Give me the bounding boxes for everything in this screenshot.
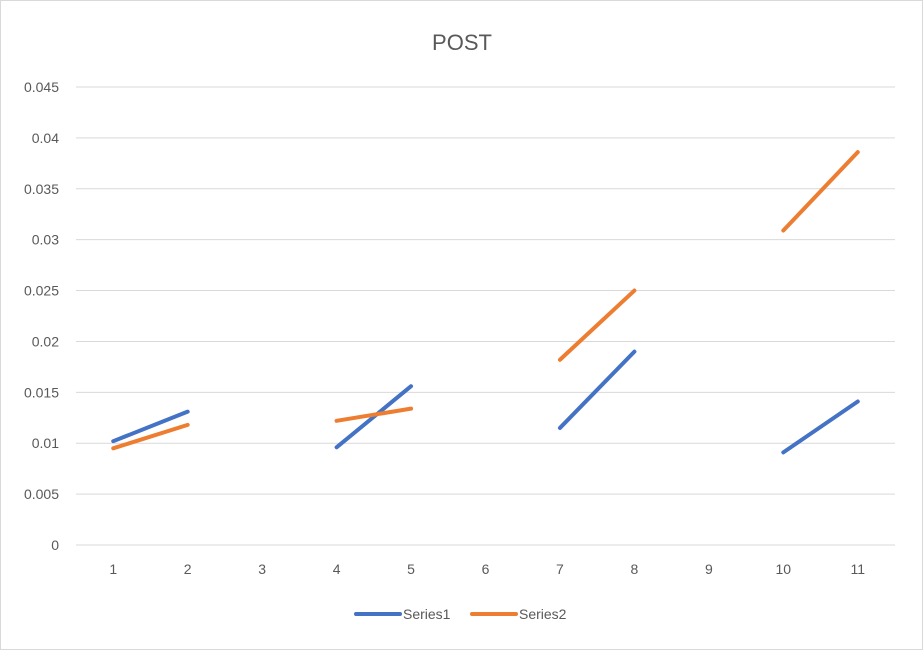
y-tick-label: 0.04 bbox=[32, 130, 59, 146]
series-line-segment bbox=[781, 399, 860, 455]
y-tick-label: 0.045 bbox=[24, 79, 59, 95]
legend: Series1 Series2 bbox=[354, 606, 567, 622]
series-line-segment bbox=[557, 349, 637, 430]
x-axis-tick-labels: 1 2 3 4 5 6 7 8 9 10 11 bbox=[109, 561, 865, 577]
y-tick-label: 0.035 bbox=[24, 181, 59, 197]
y-axis-tick-labels: 0 0.005 0.01 0.015 0.02 0.025 0.03 0.035 0.04 0.0… bbox=[24, 79, 59, 553]
x-tick-label: 8 bbox=[631, 561, 639, 577]
y-tick-label: 0.025 bbox=[24, 283, 59, 299]
series-line-segment bbox=[334, 384, 414, 450]
x-tick-label: 1 bbox=[109, 561, 117, 577]
y-tick-label: 0.02 bbox=[32, 333, 59, 349]
y-tick-label: 0.015 bbox=[24, 384, 59, 400]
series-line-segment bbox=[557, 288, 637, 362]
gridlines bbox=[76, 86, 895, 546]
series-line-segment bbox=[781, 150, 860, 233]
x-tick-label: 7 bbox=[556, 561, 564, 577]
series-2 bbox=[111, 150, 860, 451]
series-line-segment bbox=[111, 422, 190, 451]
x-tick-label: 5 bbox=[407, 561, 415, 577]
x-tick-label: 2 bbox=[184, 561, 192, 577]
x-tick-label: 11 bbox=[850, 561, 865, 577]
series-line-segment bbox=[334, 406, 414, 423]
chart-title: POST bbox=[432, 30, 492, 55]
legend-label: Series1 bbox=[403, 606, 451, 622]
x-tick-label: 9 bbox=[705, 561, 713, 577]
y-tick-label: 0.01 bbox=[32, 435, 59, 451]
x-tick-label: 4 bbox=[333, 561, 341, 577]
y-tick-label: 0.005 bbox=[24, 486, 59, 502]
x-tick-label: 10 bbox=[776, 561, 792, 577]
x-tick-label: 6 bbox=[482, 561, 490, 577]
x-tick-label: 3 bbox=[258, 561, 266, 577]
legend-label: Series2 bbox=[519, 606, 567, 622]
y-tick-label: 0 bbox=[51, 537, 59, 553]
series-1 bbox=[111, 349, 860, 455]
series-lines bbox=[111, 150, 860, 455]
y-tick-label: 0.03 bbox=[32, 232, 59, 248]
series-line-segment bbox=[111, 409, 190, 444]
